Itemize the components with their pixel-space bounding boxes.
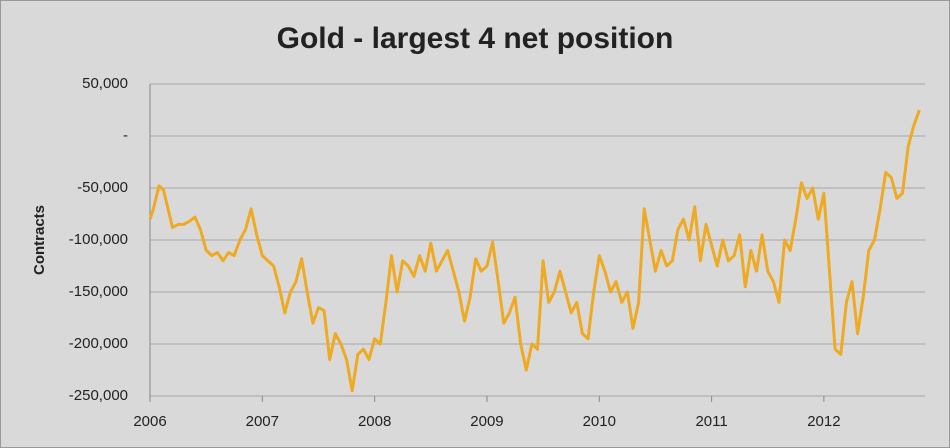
x-tick-label: 2011 (695, 413, 727, 430)
chart-title: Gold - largest 4 net position (277, 22, 674, 55)
y-tick-label: -50,000 (77, 179, 128, 196)
y-tick-label: - (123, 127, 128, 144)
data-line (148, 109, 921, 393)
y-axis-label: Contracts (31, 205, 48, 275)
x-tick-label: 2007 (246, 413, 279, 430)
x-tick-label: 2012 (807, 413, 840, 430)
x-tick-label: 2008 (358, 413, 391, 430)
y-tick-label: -200,000 (69, 335, 128, 352)
x-tick-label: 2010 (583, 413, 616, 430)
y-tick-label: -150,000 (69, 283, 128, 300)
x-tick-label: 2006 (133, 413, 166, 430)
x-tick-label: 2009 (470, 413, 503, 430)
y-tick-label: -100,000 (69, 231, 128, 248)
y-tick-label: -250,000 (69, 387, 128, 404)
y-tick-label: 50,000 (82, 75, 128, 92)
